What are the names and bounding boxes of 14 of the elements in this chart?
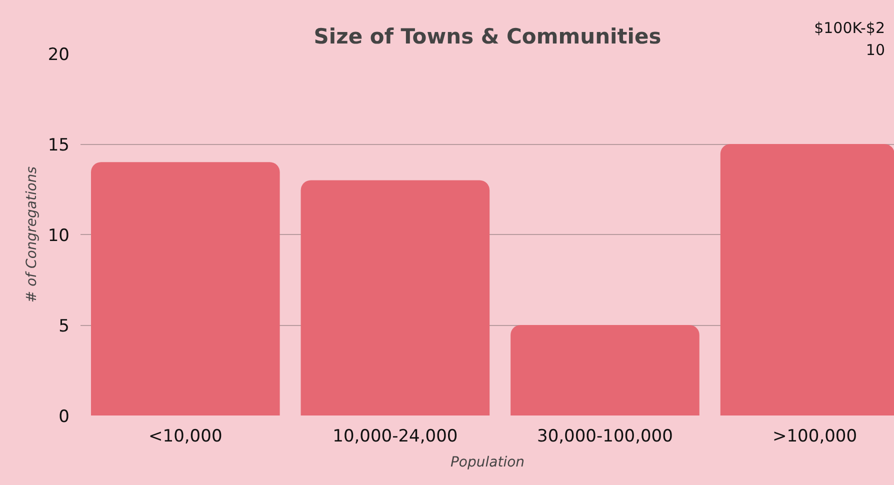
y-tick-label: 5 bbox=[58, 316, 70, 336]
x-axis-title: Population bbox=[450, 454, 525, 470]
x-tick-label: 10,000-24,000 bbox=[332, 426, 458, 446]
x-tick-label: 30,000-100,000 bbox=[537, 426, 673, 446]
y-tick-label: 20 bbox=[48, 45, 70, 65]
x-tick-label: >100,000 bbox=[772, 426, 858, 446]
x-tick-label: <10,000 bbox=[148, 426, 222, 446]
y-axis-title: # of Congregations bbox=[24, 166, 40, 303]
y-tick-label: 15 bbox=[48, 136, 70, 156]
chart-title: Size of Towns & Communities bbox=[314, 24, 662, 48]
y-tick-label: 10 bbox=[48, 226, 70, 246]
text: $100K-$2 bbox=[814, 19, 885, 37]
annotation: 10 bbox=[866, 41, 885, 59]
y-tick-label: 0 bbox=[58, 407, 70, 427]
